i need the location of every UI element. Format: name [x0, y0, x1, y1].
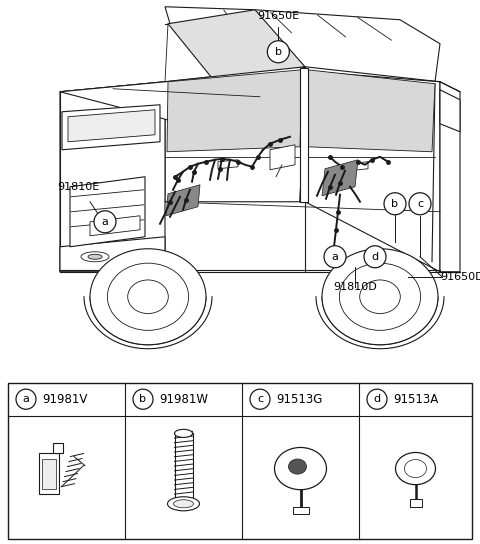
Text: d: d	[373, 394, 381, 404]
Polygon shape	[409, 499, 421, 507]
Text: 91650D: 91650D	[440, 272, 480, 282]
Text: a: a	[23, 394, 29, 404]
Polygon shape	[322, 160, 358, 196]
Polygon shape	[300, 68, 308, 202]
Ellipse shape	[396, 453, 435, 485]
Text: c: c	[417, 199, 423, 209]
Text: 91513G: 91513G	[276, 393, 323, 406]
Text: 91981W: 91981W	[159, 393, 208, 406]
Ellipse shape	[322, 249, 438, 345]
Text: b: b	[275, 47, 282, 57]
Ellipse shape	[360, 280, 400, 313]
Polygon shape	[292, 507, 309, 514]
Polygon shape	[52, 443, 62, 454]
Polygon shape	[167, 70, 302, 152]
Circle shape	[324, 246, 346, 268]
Circle shape	[364, 246, 386, 268]
Circle shape	[133, 389, 153, 409]
Text: 91810D: 91810D	[333, 282, 377, 292]
Text: b: b	[140, 394, 146, 404]
Polygon shape	[68, 110, 155, 142]
Polygon shape	[41, 459, 56, 489]
Polygon shape	[270, 145, 295, 170]
Ellipse shape	[90, 249, 206, 345]
Polygon shape	[305, 67, 440, 272]
Circle shape	[250, 389, 270, 409]
Ellipse shape	[88, 254, 102, 259]
Circle shape	[267, 41, 289, 63]
Circle shape	[409, 193, 431, 215]
Ellipse shape	[339, 263, 420, 330]
Polygon shape	[166, 185, 200, 216]
Ellipse shape	[168, 497, 200, 511]
Polygon shape	[8, 383, 472, 539]
Ellipse shape	[108, 263, 189, 330]
Text: b: b	[392, 199, 398, 209]
Polygon shape	[307, 70, 435, 152]
Circle shape	[367, 389, 387, 409]
Ellipse shape	[405, 460, 427, 478]
Polygon shape	[62, 105, 160, 150]
Polygon shape	[165, 67, 305, 202]
Text: d: d	[372, 252, 379, 262]
Text: 91650E: 91650E	[257, 11, 300, 21]
Ellipse shape	[173, 500, 193, 508]
Ellipse shape	[128, 280, 168, 313]
Polygon shape	[440, 82, 460, 272]
Polygon shape	[90, 216, 140, 236]
Text: 91981V: 91981V	[42, 393, 87, 406]
Circle shape	[94, 211, 116, 233]
Text: 91810E: 91810E	[57, 182, 99, 192]
Polygon shape	[70, 177, 145, 247]
Circle shape	[384, 193, 406, 215]
Text: a: a	[332, 252, 338, 262]
Polygon shape	[165, 7, 440, 82]
Ellipse shape	[288, 459, 307, 474]
Polygon shape	[168, 10, 305, 82]
Polygon shape	[218, 160, 238, 169]
Text: 91513A: 91513A	[393, 393, 438, 406]
Polygon shape	[38, 454, 59, 494]
Text: a: a	[102, 217, 108, 227]
Ellipse shape	[175, 429, 192, 437]
Ellipse shape	[275, 448, 326, 490]
Polygon shape	[440, 90, 460, 132]
Polygon shape	[60, 82, 165, 272]
Polygon shape	[60, 237, 165, 272]
Polygon shape	[60, 67, 305, 132]
Polygon shape	[348, 162, 368, 171]
Ellipse shape	[81, 252, 109, 262]
Text: c: c	[257, 394, 263, 404]
Circle shape	[16, 389, 36, 409]
